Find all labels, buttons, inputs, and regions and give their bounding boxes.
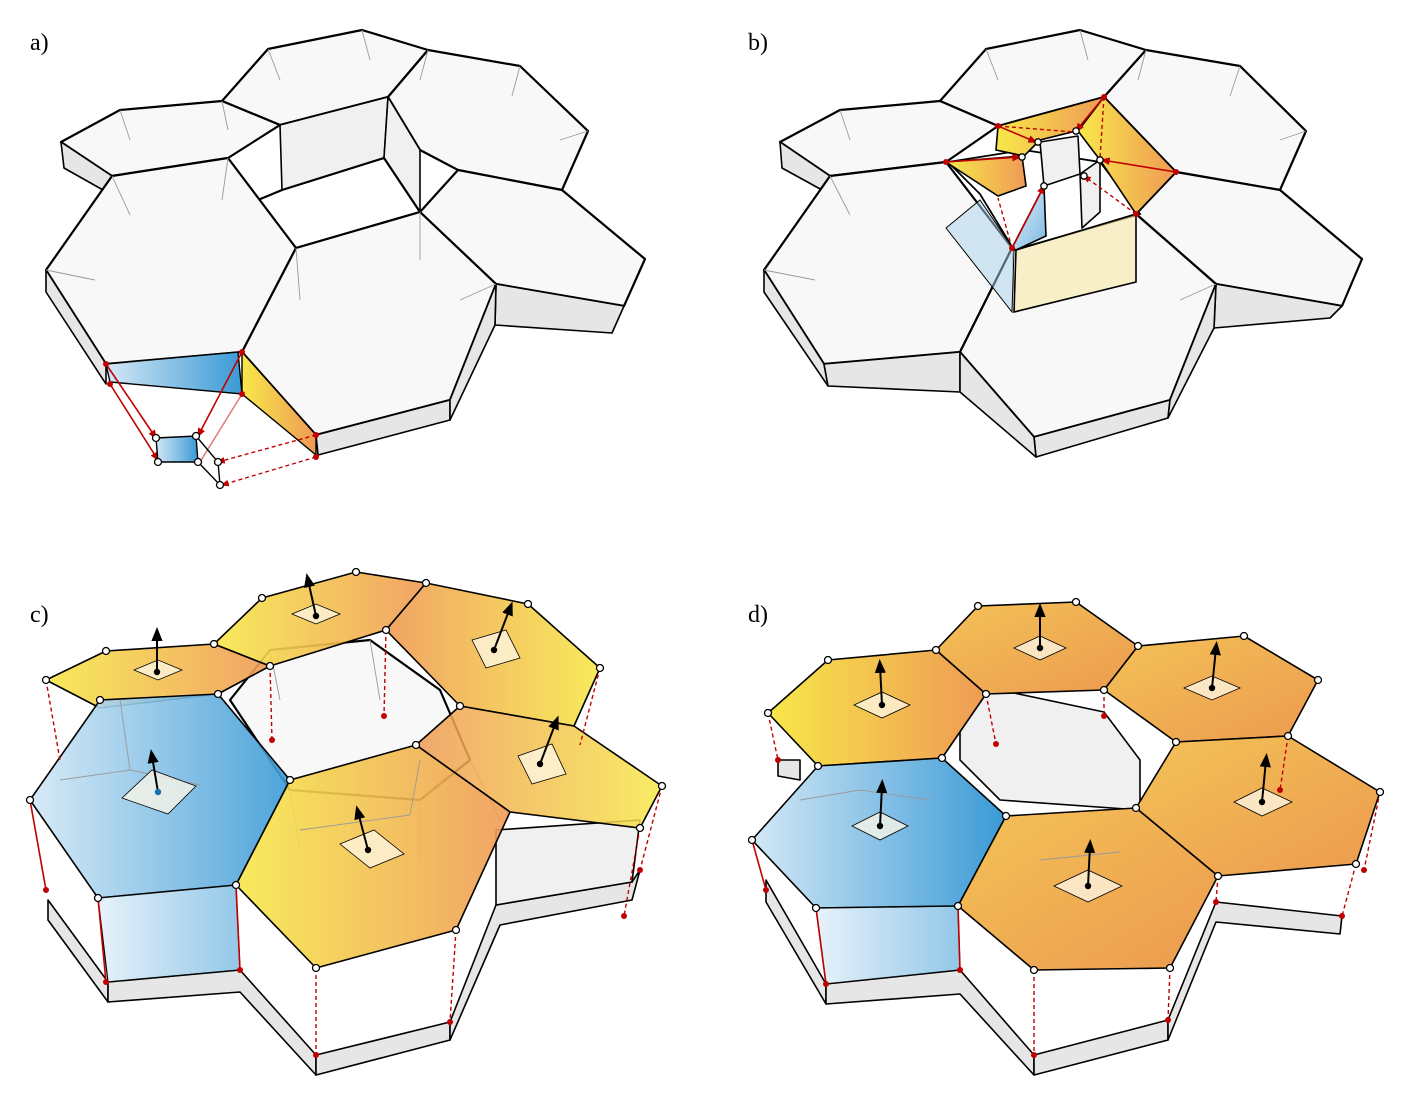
lifted-tiles-c: [29, 571, 663, 983]
honeycomb-base-d: [765, 689, 1343, 1076]
panel-b: b): [748, 28, 1364, 458]
offset-arrows-b: [943, 94, 1179, 251]
normal-frame-c1: [132, 627, 184, 681]
normal-frame-c3: [471, 601, 521, 669]
normal-frame-c6: [339, 805, 405, 869]
offset-arrows-a: [103, 349, 319, 487]
panel-label-a: a): [30, 30, 49, 56]
lift-links-d: [747, 597, 1385, 1058]
base-d-left-back: [777, 759, 801, 781]
normal-frame-d3: [1182, 641, 1242, 701]
normals-c: [121, 573, 567, 869]
normal-frame-d2: [1013, 603, 1067, 661]
base-c-front-right: [315, 1021, 451, 1076]
panel-label-d: d): [748, 602, 768, 628]
tile-d-inner-lines: [799, 789, 1121, 861]
offset-face-detail-a: [151, 431, 225, 490]
yellow-wall-b-front: [1013, 212, 1137, 314]
blue-wall-c: [97, 884, 241, 983]
wall-b-right-side: [1167, 283, 1217, 419]
base-d-front: [825, 969, 1035, 1076]
wall-right-side: [449, 283, 497, 421]
base-d-back: [959, 689, 1141, 811]
bevel-lines-a: [45, 29, 589, 301]
normal-frame-d6: [1053, 839, 1123, 903]
wall-b-mid: [959, 351, 1037, 458]
panel-c: c): [25, 567, 667, 1076]
panel-d: d): [747, 597, 1385, 1076]
normal-frame-c4: [517, 715, 567, 785]
honeycomb-structure-b: [762, 28, 1364, 458]
tile-c-inner-lines: [59, 699, 421, 831]
cell-top-right: [386, 48, 590, 192]
normal-frame-d1: [853, 659, 911, 719]
normals-d: [851, 603, 1293, 903]
normal-frame-c2: [290, 573, 342, 625]
lift-links-c: [25, 567, 667, 1058]
wall-left-front: [45, 269, 107, 385]
base-c-front: [107, 969, 317, 1076]
panel-label-b: b): [748, 30, 768, 56]
panel-a: a): [30, 28, 647, 490]
normal-frame-d5: [851, 779, 909, 841]
honeycomb-structure-a: [44, 28, 647, 457]
panel-label-c: c): [30, 602, 49, 628]
normal-frame-c5: [121, 749, 197, 815]
base-d-front-right: [1033, 1019, 1169, 1076]
blue-wall-d: [815, 905, 961, 985]
normal-frame-d4: [1233, 753, 1293, 817]
